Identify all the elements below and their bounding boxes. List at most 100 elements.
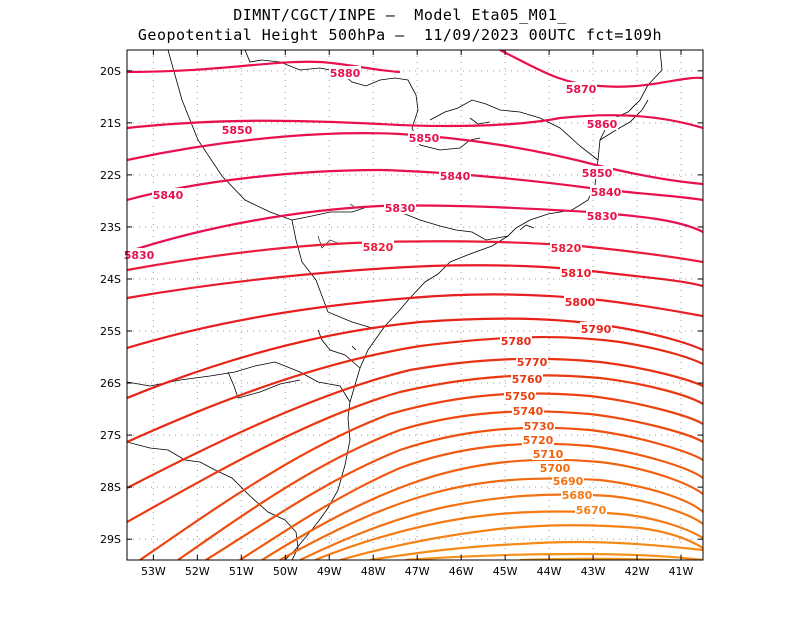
lat-tick-label: 27S	[100, 429, 121, 442]
contour-label-bg	[586, 117, 618, 130]
contour-label-5830: 5830	[385, 202, 416, 215]
state-border	[227, 371, 301, 399]
contour-label-5730: 5730	[524, 420, 555, 433]
country-border	[127, 441, 299, 560]
lat-tick-label: 22S	[100, 169, 121, 182]
contour-label-bg	[581, 166, 613, 179]
lon-tick-label: 44W	[537, 565, 562, 578]
contour-labels: 5880 5870 5860 5850 5850 5850 5840 5840 5840 5830…	[123, 66, 622, 517]
contour-5660	[369, 540, 703, 560]
contour-label-bg	[512, 404, 544, 417]
state-border	[429, 99, 599, 161]
contour-5780	[127, 335, 703, 444]
contour-label-5820: 5820	[551, 242, 582, 255]
lat-tick-label: 21S	[100, 117, 121, 130]
lon-tick-label: 42W	[625, 565, 650, 578]
lon-tick-label: 46W	[449, 565, 474, 578]
contour-label-5720: 5720	[523, 434, 554, 447]
contour-label-5840: 5840	[440, 170, 471, 183]
contour-label-bg	[329, 66, 361, 79]
contour-label-5740: 5740	[513, 405, 544, 418]
contour-label-bg	[565, 82, 597, 95]
lon-tick-label: 49W	[317, 565, 342, 578]
contour-label-5810: 5810	[561, 267, 592, 280]
contour-5700	[279, 477, 703, 560]
contour-label-bg	[539, 461, 571, 474]
contour-label-bg	[152, 188, 184, 201]
lat-tick-label: 26S	[100, 377, 121, 390]
contour-label-5870: 5870	[566, 83, 597, 96]
contour-5650	[404, 552, 703, 560]
contour-label-5880: 5880	[330, 67, 361, 80]
contour-label-5860: 5860	[587, 118, 618, 131]
contour-label-bg	[532, 447, 564, 460]
contour-label-5840: 5840	[153, 189, 184, 202]
contour-5690	[299, 493, 703, 560]
lat-tick-label: 24S	[100, 273, 121, 286]
lon-tick-label: 45W	[493, 565, 518, 578]
state-border	[167, 50, 386, 329]
contour-5800	[127, 293, 703, 350]
contour-5880	[127, 60, 401, 74]
lon-tick-label: 50W	[273, 565, 298, 578]
contour-label-5830: 5830	[124, 249, 155, 262]
contour-label-5680: 5680	[562, 489, 593, 502]
contour-label-5690: 5690	[553, 475, 584, 488]
contour-label-bg	[523, 419, 555, 432]
contour-label-bg	[439, 169, 471, 182]
lon-tick-label: 52W	[185, 565, 210, 578]
contour-label-bg	[221, 123, 253, 136]
lat-tick-label: 20S	[100, 65, 121, 78]
lon-tick-label: 41W	[669, 565, 694, 578]
contour-label-bg	[590, 185, 622, 198]
contour-label-bg	[564, 295, 596, 308]
lat-tick-label: 25S	[100, 325, 121, 338]
contour-label-bg	[561, 488, 593, 501]
lat-tick-label: 29S	[100, 533, 121, 546]
contour-label-5770: 5770	[517, 356, 548, 369]
chart-title-line2: Geopotential Height 500hPa – 11/09/2023 …	[137, 26, 663, 44]
contour-label-bg	[575, 503, 607, 516]
contour-label-5830: 5830	[587, 210, 618, 223]
contour-label-bg	[408, 131, 440, 144]
contour-5760	[127, 374, 703, 523]
contour-label-bg	[550, 241, 582, 254]
contour-label-bg	[552, 474, 584, 487]
coastline-detail	[351, 117, 535, 351]
contour-label-bg	[384, 201, 416, 214]
contour-label-5670: 5670	[576, 504, 607, 517]
contour-label-5820: 5820	[363, 241, 394, 254]
contour-label-5780: 5780	[501, 335, 532, 348]
contour-5770	[127, 357, 703, 489]
contour-5830	[127, 204, 703, 254]
contour-5790	[127, 317, 703, 400]
chart-title-line1: DIMNT/CGCT/INPE – Model Eta05_M01_	[233, 6, 567, 24]
contour-label-bg	[362, 240, 394, 253]
contour-5680	[314, 510, 703, 560]
contour-5810	[127, 264, 703, 300]
contour-label-bg	[123, 248, 155, 261]
contour-5720	[239, 442, 703, 560]
lon-tick-label: 51W	[229, 565, 254, 578]
contour-label-5850: 5850	[582, 167, 613, 180]
contour-label-bg	[500, 334, 532, 347]
contour-5870	[499, 50, 703, 88]
lon-tick-label: 43W	[581, 565, 606, 578]
contour-label-5750: 5750	[505, 390, 536, 403]
state-border	[599, 99, 649, 141]
contour-5750	[139, 392, 703, 560]
lon-tick-label: 47W	[405, 565, 430, 578]
lat-tick-label: 23S	[100, 221, 121, 234]
contour-label-bg	[504, 389, 536, 402]
contour-label-bg	[580, 322, 612, 335]
contour-label-5840: 5840	[591, 186, 622, 199]
contour-5850	[127, 132, 703, 186]
contour-5730	[205, 426, 703, 560]
lon-tick-label: 48W	[361, 565, 386, 578]
contour-5740	[177, 410, 703, 560]
lon-tick-label: 53W	[141, 565, 166, 578]
contour-label-5700: 5700	[540, 462, 571, 475]
contour-label-bg	[522, 433, 554, 446]
contour-label-bg	[516, 355, 548, 368]
